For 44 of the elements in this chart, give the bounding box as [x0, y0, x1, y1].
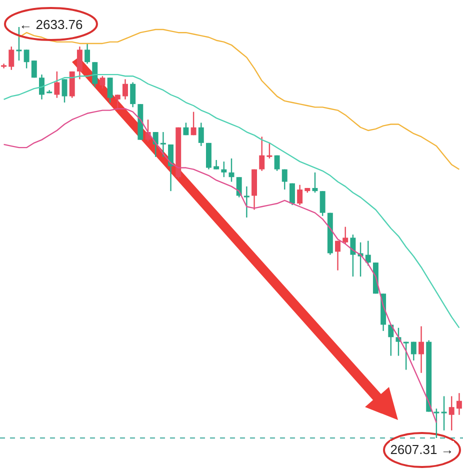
candlestick — [434, 408, 440, 439]
candlestick — [54, 70, 60, 98]
candlestick — [76, 46, 82, 80]
candlestick — [289, 182, 295, 206]
candlestick — [335, 240, 340, 271]
candlestick — [244, 186, 250, 218]
candlestick — [31, 60, 37, 78]
candlestick — [107, 77, 113, 104]
candlestick — [320, 190, 326, 217]
candlestick — [8, 46, 14, 70]
candlestick — [183, 122, 189, 136]
candlestick — [418, 326, 424, 374]
candlestick — [214, 159, 220, 170]
candlestick — [16, 26, 22, 62]
candlestick — [198, 122, 204, 147]
candlestick — [282, 168, 288, 190]
candlestick — [266, 142, 272, 160]
candlestick — [168, 144, 174, 192]
candlestick — [160, 131, 166, 158]
candlestick — [259, 136, 265, 172]
candlestick — [456, 392, 462, 416]
candlestick — [130, 82, 136, 108]
candlestick — [62, 78, 68, 104]
candlestick — [350, 234, 356, 278]
candlestick — [403, 341, 409, 370]
candlestick — [24, 49, 30, 69]
candlestick — [39, 74, 44, 100]
candlestick — [297, 184, 303, 206]
candlestick — [221, 160, 227, 178]
ref-line-label: 2607.31 → — [390, 442, 454, 457]
candlestick — [190, 111, 196, 136]
candlestick — [274, 154, 280, 172]
candlestick — [441, 396, 447, 431]
candlestick — [448, 396, 454, 431]
candlestick — [114, 94, 120, 110]
candlestick — [410, 341, 416, 362]
candlestick — [342, 226, 348, 245]
candlestick — [84, 42, 90, 64]
candlestick — [388, 324, 394, 356]
candlestick — [122, 78, 128, 100]
candlestick — [365, 240, 371, 266]
annotation: ← 2633.76 — [19, 17, 83, 32]
candlestick — [92, 62, 98, 88]
candlestick — [100, 76, 106, 90]
